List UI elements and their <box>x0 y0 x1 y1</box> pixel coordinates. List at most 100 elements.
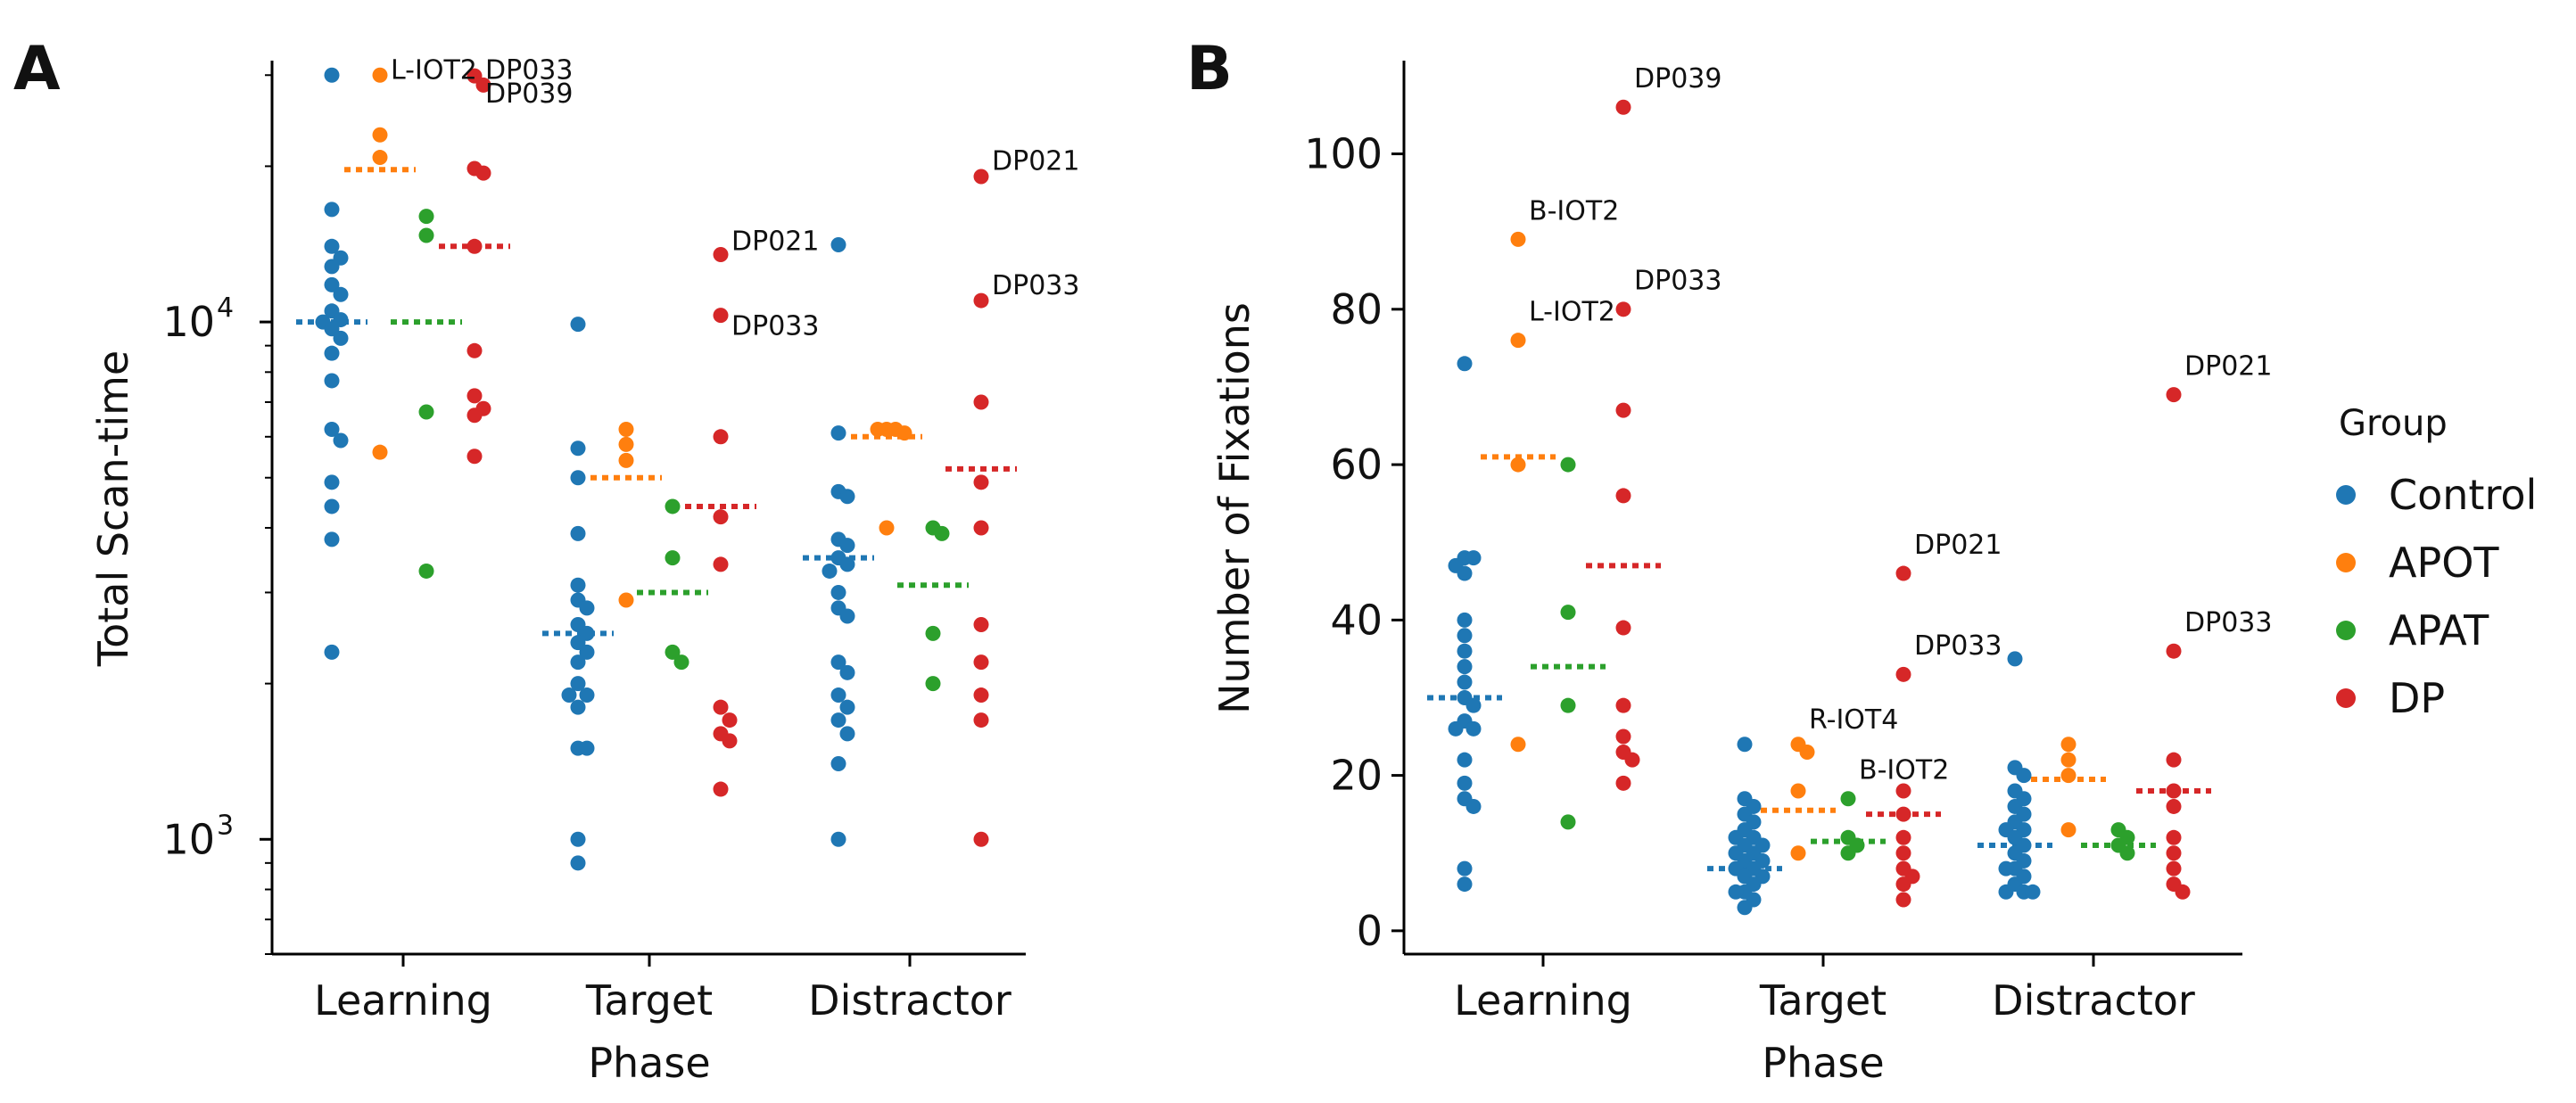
data-point-dp <box>713 429 729 445</box>
data-point-control <box>839 726 855 742</box>
data-point-dp <box>2166 798 2182 814</box>
data-point-control <box>1457 565 1473 581</box>
data-point-control <box>1737 900 1753 916</box>
data-point-apot <box>896 425 912 441</box>
x-tick-label-learning: Learning <box>314 976 492 1025</box>
data-point-dp <box>973 292 989 309</box>
data-point-apat <box>1560 605 1576 621</box>
data-point-dp <box>2166 783 2182 799</box>
data-point-dp <box>973 617 989 633</box>
x-tick-label-distractor: Distractor <box>1992 976 2195 1025</box>
data-point-dp <box>2166 752 2182 768</box>
data-point-control <box>1998 884 2014 900</box>
data-point-apat <box>934 525 950 541</box>
data-point-apat <box>1840 791 1856 807</box>
data-point-control <box>830 756 846 772</box>
data-point-apat <box>925 676 941 692</box>
data-point-dp <box>1615 402 1631 418</box>
data-point-apat <box>665 550 681 566</box>
data-point-dp <box>466 449 483 465</box>
data-point-control <box>1457 775 1473 791</box>
data-point-control <box>570 470 586 486</box>
y-tick-label: 0 <box>1357 907 1383 955</box>
data-point-apot <box>1510 457 1526 473</box>
panel-a-y-axis-label: Total Scan-time <box>89 350 137 667</box>
data-point-dp <box>1895 783 1911 799</box>
data-point-dp <box>2175 884 2191 900</box>
data-point-dp <box>466 388 483 404</box>
panel-b-x-axis-label: Phase <box>1762 1039 1884 1087</box>
data-point-dp <box>1615 301 1631 317</box>
legend: Group Control APOT APAT DP <box>2336 403 2537 722</box>
data-point-apat <box>2119 845 2135 861</box>
data-point-control <box>570 699 586 715</box>
data-point-dp <box>973 712 989 728</box>
data-point-dp <box>2166 829 2182 845</box>
data-point-control <box>570 440 586 457</box>
data-point-control <box>1457 643 1473 659</box>
y-tick-exponent: 3 <box>217 810 234 841</box>
data-point-dp <box>973 654 989 671</box>
data-point-control <box>1457 674 1473 690</box>
data-point-control <box>570 577 586 593</box>
data-point-control <box>1466 550 1482 566</box>
data-point-control <box>570 525 586 541</box>
data-point-dp <box>722 733 738 749</box>
panel-b-y-axis-label: Number of Fixations <box>1210 302 1259 714</box>
data-point-apot <box>2060 752 2076 768</box>
data-point-apot <box>2060 768 2076 784</box>
data-point-control <box>830 654 846 671</box>
data-point-dp <box>722 712 738 728</box>
data-point-control <box>830 237 846 253</box>
data-point-control <box>1998 860 2014 877</box>
annotation-label: DP039 <box>1634 63 1721 95</box>
data-point-dp <box>1895 829 1911 845</box>
y-tick-label: 10 <box>162 815 215 863</box>
data-point-dp <box>973 169 989 185</box>
data-point-apat <box>673 654 689 671</box>
data-point-control <box>579 687 595 704</box>
data-point-control <box>1466 720 1482 737</box>
data-point-dp <box>466 238 483 254</box>
data-point-control <box>324 259 340 275</box>
data-point-dp <box>2166 643 2182 659</box>
data-point-dp <box>1895 565 1911 581</box>
annotation-label: DP021 <box>731 226 819 257</box>
data-point-dp <box>2166 845 2182 861</box>
data-point-dp <box>475 77 491 93</box>
data-point-control <box>1737 737 1753 753</box>
data-point-dp <box>713 781 729 797</box>
data-point-control <box>1466 697 1482 713</box>
y-tick-label: 80 <box>1330 285 1383 333</box>
annotation-label: B-IOT2 <box>1529 195 1619 226</box>
data-point-apot <box>618 592 634 608</box>
annotation-label: DP033 <box>731 310 819 342</box>
data-point-control <box>570 635 586 651</box>
data-point-control <box>2025 884 2041 900</box>
data-point-apat <box>1560 457 1576 473</box>
data-point-control <box>1457 612 1473 628</box>
data-point-dp <box>1615 99 1631 115</box>
data-point-control <box>579 644 595 660</box>
data-point-control <box>333 286 349 302</box>
data-point-apot <box>1799 744 1815 760</box>
data-point-apat <box>925 625 941 641</box>
data-point-dp <box>1895 666 1911 682</box>
data-point-dp <box>1615 697 1631 713</box>
data-point-dp <box>1615 620 1631 636</box>
legend-label-control: Control <box>2389 471 2537 519</box>
data-point-control <box>324 321 340 337</box>
x-tick-label-target: Target <box>585 976 713 1025</box>
annotation-label: DP039 <box>485 78 573 110</box>
data-point-apot <box>2060 822 2076 838</box>
data-point-apot <box>372 67 388 83</box>
data-point-dp <box>713 556 729 572</box>
data-point-control <box>1728 884 1744 900</box>
data-point-apot <box>618 452 634 468</box>
data-point-control <box>570 831 586 847</box>
data-point-control <box>830 712 846 728</box>
annotation-label: DP033 <box>485 54 573 86</box>
legend-marker-dp <box>2336 688 2356 708</box>
x-tick-label-target: Target <box>1759 976 1887 1025</box>
data-point-control <box>324 238 340 254</box>
